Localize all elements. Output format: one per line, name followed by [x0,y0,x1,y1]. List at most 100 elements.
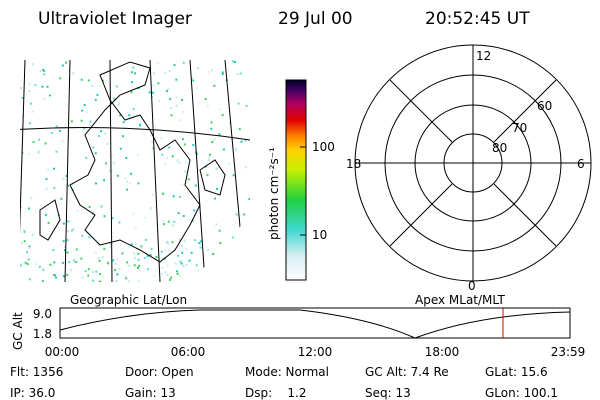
emission-speck [176,272,179,275]
emission-speck [230,263,233,266]
emission-speck [139,124,141,127]
emission-speck [87,274,90,277]
emission-speck [180,245,183,247]
emission-speck [100,130,103,133]
emission-speck [177,212,180,215]
emission-speck [210,127,213,130]
emission-speck [137,280,140,282]
status-field: GC Alt: 7.4 Re [365,365,449,379]
emission-speck [111,217,114,220]
emission-speck [221,71,224,74]
emission-speck [45,178,48,180]
y-tick-label: 9.0 [33,307,52,321]
emission-speck [232,174,235,177]
emission-speck [118,268,121,271]
emission-speck [81,276,84,279]
emission-speck [133,252,136,255]
emission-speck [162,223,165,226]
emission-speck [137,258,140,261]
emission-speck [51,264,54,267]
emission-speck [113,162,116,165]
emission-speck [127,264,130,267]
emission-speck [173,64,176,67]
status-field: IP: 36.0 [10,386,55,400]
emission-speck [131,71,133,74]
emission-speck [66,251,69,254]
emission-speck [172,195,175,198]
orbit-frame [59,307,571,339]
emission-speck [215,223,218,226]
emission-speck [84,270,87,273]
emission-speck [206,174,209,177]
emission-speck [58,129,61,132]
status-field: Flt: 1356 [10,365,63,379]
emission-speck [160,250,163,253]
emission-speck [48,94,51,97]
emission-speck [166,273,169,276]
emission-speck [168,278,171,281]
emission-speck [66,230,69,233]
status-field: Seq: 13 [365,386,411,400]
emission-speck [114,262,117,265]
emission-speck [236,259,239,261]
emission-speck [168,70,171,73]
emission-speck [168,250,171,253]
emission-speck [24,261,27,264]
emission-speck [155,256,158,259]
emission-speck [30,197,33,200]
emission-speck [128,246,131,249]
emission-speck [27,258,30,261]
emission-speck [134,227,137,230]
lat-label: 70 [512,121,527,135]
emission-speck [103,215,106,218]
emission-speck [208,156,211,159]
emission-speck [179,260,182,263]
emission-speck [167,220,170,223]
emission-speck [65,61,67,64]
emission-speck [81,234,84,237]
emission-speck [86,111,89,114]
emission-speck [104,132,107,135]
emission-speck [92,146,95,149]
emission-speck [193,239,196,242]
emission-speck [131,81,133,84]
emission-speck [20,264,22,267]
colorbar [285,79,307,281]
colorbar-tick-label: 100 [312,140,335,154]
emission-speck [121,252,124,255]
emission-speck [165,90,168,93]
emission-speck [67,184,70,187]
emission-speck [28,90,31,93]
emission-speck [75,261,78,263]
emission-speck [184,170,187,173]
emission-speck [162,220,165,223]
emission-speck [210,121,213,124]
emission-speck [95,182,97,185]
emission-speck [32,141,35,144]
emission-speck [61,261,64,264]
emission-speck [243,213,246,216]
emission-speck [138,264,140,267]
colorbar-tick-label: 10 [312,228,327,242]
emission-speck [124,275,127,278]
emission-speck [188,259,191,262]
emission-speck [221,73,224,75]
emission-speck [28,153,31,156]
emission-speck [110,155,113,158]
emission-speck [234,60,236,63]
emission-speck [181,183,184,186]
emission-speck [55,276,57,279]
emission-speck [47,221,50,224]
emission-speck [66,239,69,242]
emission-speck [195,153,198,156]
emission-speck [185,263,188,266]
emission-speck [59,77,62,80]
emission-speck [143,256,146,259]
emission-speck [61,64,64,67]
emission-speck [115,85,118,88]
emission-speck [202,187,205,190]
status-field: GLat: 15.6 [485,365,548,379]
emission-speck [161,267,164,270]
emission-speck [62,222,65,225]
emission-speck [88,236,91,239]
